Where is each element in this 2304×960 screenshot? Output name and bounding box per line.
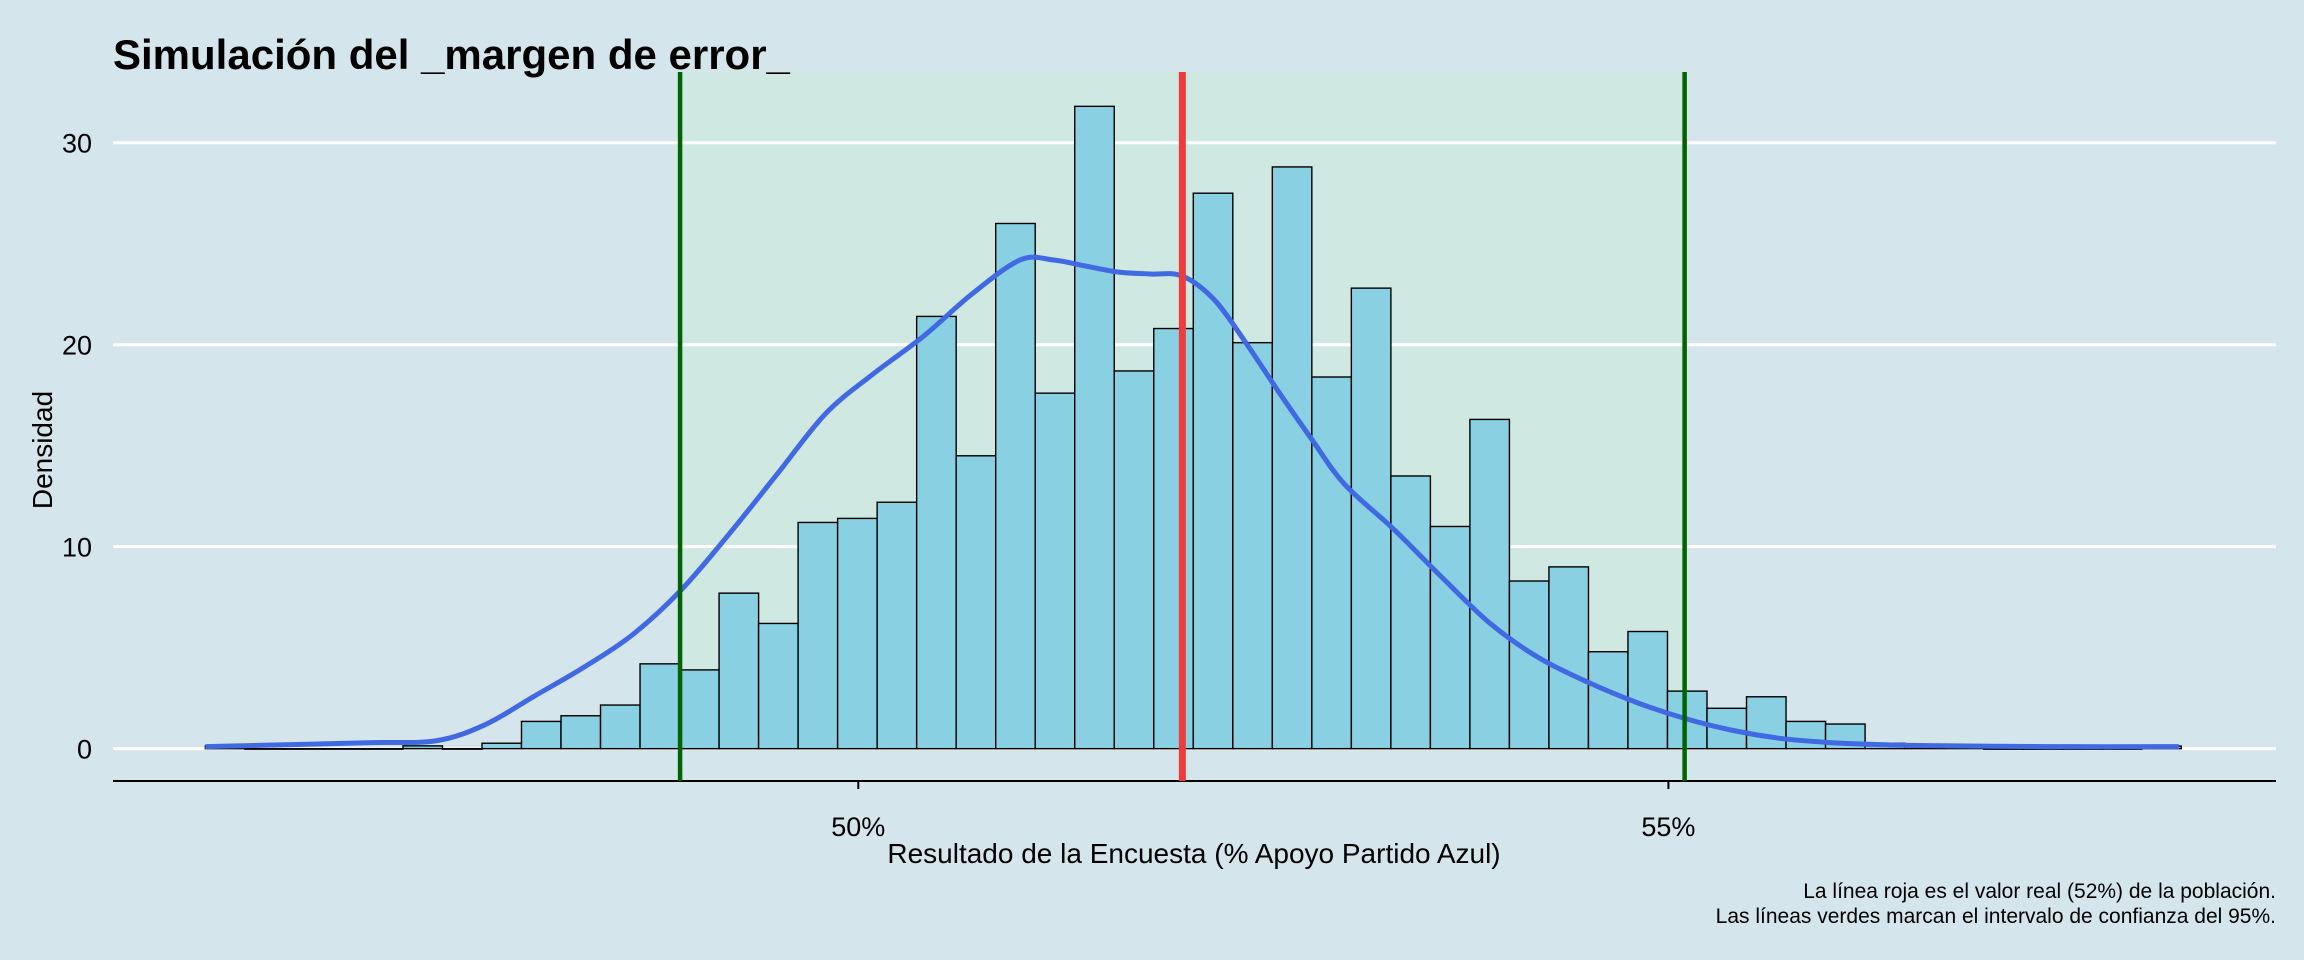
histogram-bar	[1627, 630, 1669, 750]
histogram-bar	[1311, 376, 1353, 750]
chart-title: Simulación del _margen de error_	[113, 31, 791, 78]
histogram-bar	[362, 747, 404, 750]
histogram-bar	[599, 704, 641, 750]
histogram-bar	[1232, 341, 1274, 750]
histogram-bar	[757, 622, 799, 750]
histogram-bar	[323, 747, 365, 750]
histogram-bar	[915, 315, 957, 750]
y-tick-label: 20	[62, 331, 92, 361]
x-tick-label: 55%	[1641, 812, 1695, 842]
y-tick-label: 10	[62, 533, 92, 563]
histogram-bar	[1074, 105, 1115, 750]
histogram-bar	[1745, 696, 1787, 750]
histogram-bar	[1587, 651, 1629, 750]
histogram-bar	[244, 747, 286, 750]
histogram-bar	[283, 747, 325, 750]
histogram-bar	[1548, 566, 1590, 750]
histogram-bar	[441, 747, 483, 750]
histogram-bar	[1192, 192, 1234, 750]
histogram-bar	[481, 742, 523, 750]
histogram-bar	[678, 669, 720, 750]
histogram-bar	[1429, 525, 1471, 750]
histogram-bar	[1113, 370, 1155, 750]
caption-line-2: Las líneas verdes marcan el intervalo de…	[1716, 905, 2276, 928]
y-tick-label: 30	[62, 129, 92, 159]
x-axis-label: Resultado de la Encuesta (% Apoyo Partid…	[887, 838, 1500, 869]
histogram-bar	[560, 715, 602, 750]
histogram-bar	[1271, 166, 1313, 750]
histogram-bar	[955, 455, 997, 750]
histogram-bar	[1785, 720, 1827, 750]
histogram-bar	[520, 720, 562, 750]
histogram-bar	[718, 592, 760, 750]
y-tick-label: 0	[77, 735, 92, 765]
histogram-bar	[836, 517, 878, 750]
histogram-bar	[1469, 418, 1511, 750]
histogram-bar	[402, 745, 444, 750]
histogram-bar	[1034, 392, 1076, 750]
y-axis-label: Densidad	[27, 391, 58, 509]
histogram-bar	[1153, 327, 1194, 750]
density-curve	[205, 254, 2179, 750]
histogram-bar	[994, 222, 1036, 750]
caption-line-1: La línea roja es el valor real (52%) de …	[1803, 880, 2276, 903]
histogram-bar	[639, 663, 681, 750]
histogram-bar	[1390, 475, 1432, 750]
histogram-bar	[1508, 580, 1550, 750]
histogram-bar	[797, 521, 839, 750]
plot-area: 0 10 20 30 50% 55%	[62, 72, 2276, 842]
x-tick-label: 50%	[831, 812, 885, 842]
histogram-bar	[876, 501, 918, 750]
